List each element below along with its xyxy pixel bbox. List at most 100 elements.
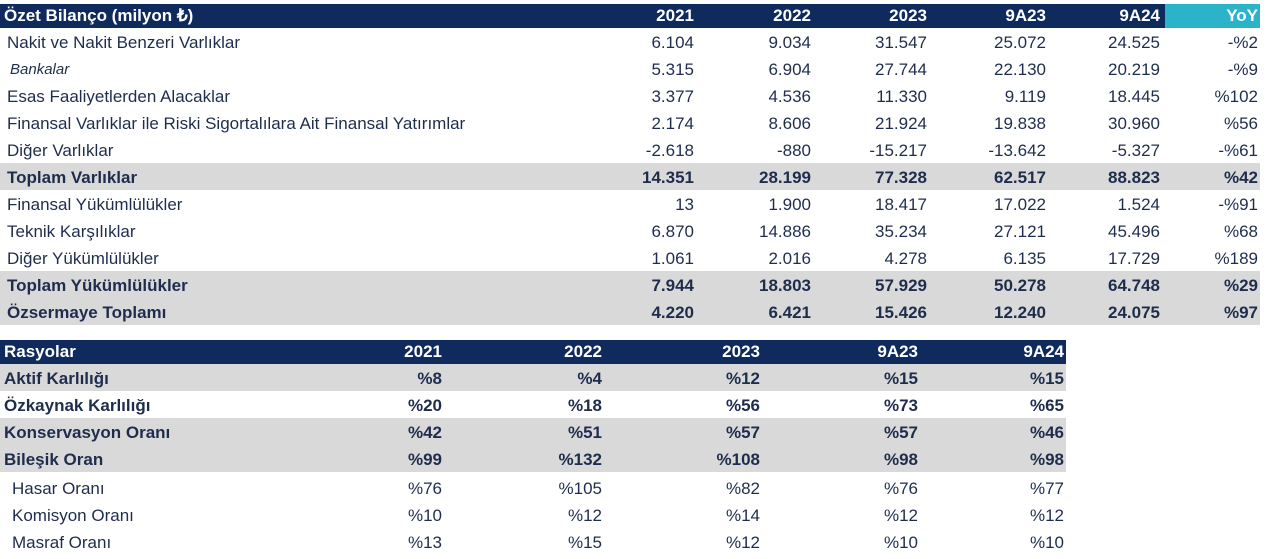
ratio-value: %12: [725, 369, 760, 388]
ratio-label: Masraf Oranı: [12, 533, 112, 552]
row-value: %97: [1223, 303, 1258, 322]
ratio-value: %13: [407, 533, 442, 552]
ratios-title: Rasyolar: [4, 342, 76, 361]
row-value: -%2: [1227, 33, 1258, 52]
ratio-row: Aktif Karlılığı %8 %4 %12 %15 %15: [0, 364, 1066, 391]
row-value: 13: [675, 195, 694, 214]
row-value: 77.328: [875, 168, 927, 187]
row-value: 35.234: [875, 222, 927, 241]
row-value: 12.240: [994, 303, 1046, 322]
row-label: Esas Faaliyetlerden Alacaklar: [7, 87, 231, 106]
ratio-label: Bileşik Oran: [4, 450, 104, 469]
balance-row: Toplam Yükümlülükler 7.944 18.803 57.929 50.…: [0, 271, 1260, 298]
ratio-value: %12: [725, 533, 760, 552]
row-value: 11.330: [876, 87, 927, 106]
ratio-value: %76: [883, 479, 918, 498]
row-value: 21.924: [875, 114, 927, 133]
ratio-row: Komisyon Oranı %10 %12 %14 %12 %12: [0, 501, 1066, 528]
balance-title: Özet Bilanço (milyon ₺): [4, 6, 194, 25]
balance-row: Diğer Yükümlülükler 1.061 2.016 4.278 6.135 1…: [0, 244, 1260, 271]
ratio-value: %98: [1029, 450, 1064, 469]
row-value: 18.803: [759, 276, 811, 295]
row-value: -%91: [1218, 195, 1258, 214]
ratio-label: Konservasyon Oranı: [4, 423, 171, 442]
ratio-value: %98: [883, 450, 918, 469]
ratio-value: %8: [417, 369, 442, 388]
balance-header-row: Özet Bilanço (milyon ₺) 2021 2022 2023 9…: [0, 4, 1260, 28]
row-value: 57.929: [875, 276, 927, 295]
row-value: 2.016: [768, 249, 811, 268]
row-value: 7.944: [651, 276, 694, 295]
ratio-label: Aktif Karlılığı: [4, 369, 109, 388]
ratio-value: %65: [1029, 396, 1064, 415]
row-value: 18.445: [1108, 87, 1160, 106]
row-value: 6.904: [768, 60, 811, 79]
ratio-col-9a24: 9A24: [1023, 342, 1064, 361]
ratio-row: Masraf Oranı %13 %15 %12 %10 %10: [0, 528, 1066, 555]
ratio-label: Özkaynak Karlılığı: [4, 396, 151, 415]
row-value: 17.022: [994, 195, 1046, 214]
row-value: 22.130: [994, 60, 1046, 79]
ratio-value: %99: [407, 450, 442, 469]
row-value: 24.525: [1108, 33, 1160, 52]
balance-row: Teknik Karşılıklar 6.870 14.886 35.234 27.12…: [0, 217, 1260, 244]
row-value: %29: [1223, 276, 1258, 295]
ratios-header-row: Rasyolar 2021 2022 2023 9A23 9A24: [0, 340, 1066, 364]
ratio-value: %18: [567, 396, 602, 415]
row-value: 4.536: [768, 87, 811, 106]
row-value: 4.278: [884, 249, 927, 268]
row-value: 88.823: [1108, 168, 1160, 187]
ratio-value: %46: [1029, 423, 1064, 442]
ratio-row: Hasar Oranı %76 %105 %82 %76 %77: [0, 474, 1066, 501]
ratio-value: %57: [883, 423, 918, 442]
row-value: 2.174: [651, 114, 694, 133]
row-value: 6.135: [1003, 249, 1046, 268]
row-value: 9.034: [768, 33, 811, 52]
yoy-highlight: [1165, 4, 1260, 28]
ratio-value: %82: [725, 479, 760, 498]
col-9a24: 9A24: [1119, 6, 1160, 25]
row-value: -880: [776, 141, 811, 160]
row-value: -%9: [1227, 60, 1258, 79]
row-value: 19.838: [994, 114, 1046, 133]
ratio-value: %51: [567, 423, 602, 442]
row-value: -5.327: [1111, 141, 1160, 160]
row-value: 28.199: [759, 168, 811, 187]
ratio-col-2023: 2023: [722, 342, 760, 361]
row-label: Finansal Yükümlülükler: [7, 195, 183, 214]
row-value: %102: [1214, 87, 1258, 106]
row-value: 5.315: [651, 60, 694, 79]
ratio-row: Konservasyon Oranı %42 %51 %57 %57 %46: [0, 418, 1066, 445]
balance-row: Toplam Varlıklar 14.351 28.199 77.328 62.517…: [0, 163, 1260, 190]
row-value: 14.351: [642, 168, 694, 187]
ratio-value: %73: [883, 396, 918, 415]
row-value: 24.075: [1108, 303, 1160, 322]
row-label: Nakit ve Nakit Benzeri Varlıklar: [7, 33, 241, 52]
row-label: Diğer Varlıklar: [7, 141, 114, 160]
balance-row: Özsermaye Toplamı 4.220 6.421 15.426 12.240 2…: [0, 298, 1260, 325]
row-value: 9.119: [1004, 87, 1046, 106]
row-value: 18.417: [875, 195, 927, 214]
ratio-col-2021: 2021: [404, 342, 442, 361]
row-value: %189: [1214, 249, 1258, 268]
row-value: 6.104: [651, 33, 694, 52]
ratio-label: Komisyon Oranı: [12, 506, 134, 525]
row-value: 14.886: [759, 222, 811, 241]
ratio-value: %14: [725, 506, 760, 525]
ratio-value: %10: [407, 506, 442, 525]
balance-row: Finansal Varlıklar ile Riski Sigortalıla…: [0, 109, 1260, 136]
ratio-row: Bileşik Oran %99 %132 %108 %98 %98: [0, 445, 1066, 472]
balance-table: Özet Bilanço (milyon ₺) 2021 2022 2023 9…: [0, 4, 1260, 325]
ratio-value: %20: [407, 396, 442, 415]
row-value: 8.606: [768, 114, 811, 133]
ratio-col-9a23: 9A23: [877, 342, 918, 361]
row-value: -2.618: [645, 141, 694, 160]
row-value: 1.524: [1117, 195, 1160, 214]
ratio-value: %108: [716, 450, 760, 469]
row-value: -15.217: [869, 141, 927, 160]
row-value: 30.960: [1108, 114, 1160, 133]
row-label: Teknik Karşılıklar: [7, 222, 136, 241]
row-value: 20.219: [1108, 60, 1160, 79]
ratio-value: %42: [407, 423, 442, 442]
col-2021: 2021: [656, 6, 694, 25]
